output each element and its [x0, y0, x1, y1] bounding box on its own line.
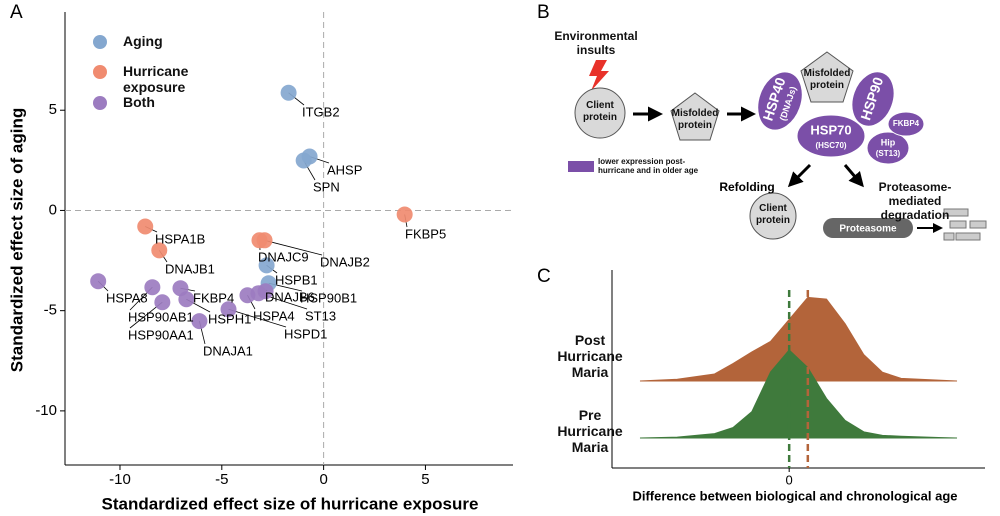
panel-label: A	[10, 2, 23, 23]
fragments	[943, 208, 987, 241]
client-protein-node	[749, 192, 797, 240]
client-protein-node	[574, 87, 626, 139]
y-tick-label: -5	[44, 302, 57, 319]
legend-text: lower expression post-hurricane and in o…	[598, 157, 699, 176]
point-label: HSP90AA1	[128, 327, 194, 342]
point	[220, 301, 237, 318]
point-label: ITGB2	[302, 104, 340, 119]
density-area	[639, 349, 958, 439]
point-label: HSPA1B	[155, 231, 205, 246]
point-label: HSPA8	[106, 290, 148, 305]
misfolded-node	[670, 92, 720, 141]
point-label: HSPA4	[253, 308, 295, 323]
node-label: FKBP4	[893, 119, 920, 128]
point-label: SPN	[313, 179, 340, 194]
outcome-label: Proteasome-mediated degradation	[878, 180, 952, 222]
node-label: HSP70	[810, 122, 851, 137]
lightning-icon	[589, 60, 609, 91]
leader-line	[264, 239, 323, 256]
point	[178, 291, 195, 308]
hsp70-node	[796, 114, 866, 158]
point-label: AHSP	[327, 162, 362, 177]
node-label: Proteasome	[839, 224, 897, 235]
point	[137, 218, 154, 235]
leader-line	[228, 308, 287, 328]
y-tick-label: -10	[35, 402, 57, 419]
point-label: HSPD1	[284, 326, 327, 341]
point-label: DNAJC9	[258, 249, 309, 264]
point	[191, 313, 208, 330]
point	[258, 257, 275, 274]
misfolded-node	[800, 51, 854, 103]
arrow	[843, 164, 864, 188]
node-label: Misfolded protein	[671, 108, 719, 131]
legend-marker	[93, 96, 107, 110]
x-tick-label: -5	[215, 471, 228, 488]
point-label: DNAJB1	[165, 261, 215, 276]
point-label: FKBP4	[193, 290, 234, 305]
legend-label: Both	[123, 94, 155, 110]
density-area	[639, 296, 958, 382]
legend-label: Aging	[123, 33, 163, 49]
point	[90, 273, 107, 290]
panel-label: C	[537, 266, 551, 287]
category-label: Pre Hurricane Maria	[557, 407, 623, 456]
hsp90-node	[851, 71, 895, 127]
point-label: DNAJB6	[265, 289, 315, 304]
panel-label: B	[537, 2, 550, 23]
point-label: HSPH1	[208, 311, 251, 326]
x-tick-label: 5	[421, 471, 429, 488]
legend-marker	[93, 35, 107, 49]
legend-marker	[93, 65, 107, 79]
hip-node	[866, 131, 910, 165]
fkbp4-node	[887, 111, 925, 137]
point	[154, 294, 171, 311]
point-label: HSP90B1	[300, 290, 357, 305]
x-axis-title: Standardized effect size of hurricane ex…	[102, 494, 479, 513]
point	[151, 242, 168, 259]
y-axis-title: Standardized effect size of aging	[7, 108, 26, 373]
y-tick-label: 0	[49, 201, 57, 218]
hsp40-node	[757, 71, 803, 131]
legend-label: Hurricane exposure	[123, 63, 189, 96]
trigger-label: Environmental insults	[554, 29, 638, 57]
legend-swatch	[568, 161, 594, 172]
point	[295, 152, 312, 169]
point	[257, 283, 274, 300]
node-label: Client protein	[583, 100, 617, 123]
node-sublabel: (HSC70)	[815, 141, 846, 150]
point	[144, 279, 161, 296]
x-tick-label: -10	[109, 471, 131, 488]
point-label: HSP90AB1	[128, 309, 194, 324]
point-label: ST13	[305, 308, 336, 323]
node-sublabel: (ST13)	[876, 149, 901, 158]
point	[280, 84, 297, 101]
x-tick-label: 0	[319, 471, 327, 488]
arrow	[787, 163, 812, 188]
point-label: DNAJB2	[320, 254, 370, 269]
point-label: FKBP5	[405, 226, 446, 241]
node-label: Client protein	[756, 203, 790, 226]
y-tick-label: 5	[49, 101, 57, 118]
x-axis-title: Difference between biological and chrono…	[632, 488, 957, 503]
point-label: DNAJA1	[203, 343, 253, 358]
outcome-label: Refolding	[719, 180, 774, 194]
proteasome-node	[823, 218, 913, 238]
node-label: Hip	[881, 137, 896, 147]
point	[256, 232, 273, 249]
point-label: HSPB1	[275, 272, 318, 287]
point	[396, 206, 413, 223]
node-label: Misfolded protein	[803, 68, 851, 91]
category-label: Post Hurricane Maria	[557, 332, 623, 381]
x-tick-label: 0	[786, 472, 793, 487]
